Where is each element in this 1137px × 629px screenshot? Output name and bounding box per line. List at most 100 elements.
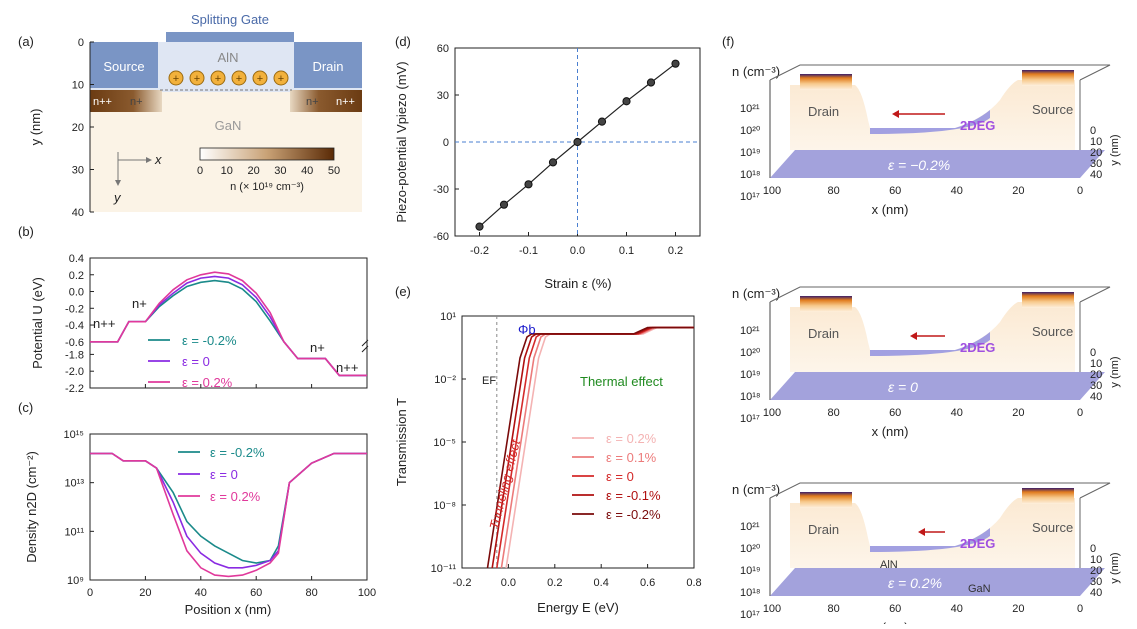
f-base-plane [770,150,1105,178]
positive-charge-sign: + [236,73,242,85]
b-ytick-label: 0.4 [69,253,84,265]
drain-contact [294,42,362,88]
b-series-line [90,271,367,377]
b-npp-left: n++ [93,316,115,331]
e-series-line [505,326,694,569]
b-ytick-label: -0.4 [65,320,84,332]
f-ztick-label: 10¹⁷ [740,413,760,425]
a-ytick-label: 10 [72,80,84,92]
d-data-point [524,180,533,189]
y-arrow-head [115,180,121,186]
f-xlabel: x (nm) [872,424,909,439]
f-xtick-label: 0 [1077,185,1083,197]
positive-charge-sign: + [194,73,200,85]
panel-e-legend: ε = 0.2% ε = 0.1% ε = 0 ε = -0.1% ε = -0.2% [572,431,661,522]
f-zlabel: n (cm⁻³) [732,482,780,497]
panel-c-xlabel: Position x (nm) [185,602,272,617]
f-ytick-label: 10 [1090,358,1102,370]
d-data-point [499,200,509,209]
drain-label: Drain [312,59,343,74]
panel-d-xlabel: Strain ε (%) [544,276,611,291]
c-xtick-label: 60 [250,587,262,599]
panel-a-tag: (a) [18,34,34,49]
panel-e-series [486,316,694,569]
d-data-point [573,137,582,147]
axis-break-mark [361,339,369,353]
panel-b: (b) 0.4 0.2 0.0 -0.2 -0.4 -0.6-1.8 -2.0 -2.2 Po… [18,224,369,395]
b-legend-label: ε = 0.2% [182,375,233,390]
f-xtick-label: 20 [1012,603,1024,615]
panel-d-series [455,48,700,236]
f-strain-label: ε = 0 [888,379,918,395]
b-series-line [90,279,367,377]
b-ytick-label: -2.0 [65,366,84,378]
b-ytick-label: -0.2 [65,303,84,315]
x-arrow-head [146,157,152,163]
e-legend-label: ε = -0.1% [606,488,661,503]
f-2deg-strip [870,332,990,356]
d-xtick-label: -0.1 [519,245,538,257]
d-xtick-label: 0.2 [668,245,683,257]
positive-charge-sign: + [257,73,263,85]
d-ytick-label: 0 [443,137,449,149]
panel-f: (f) n (cm⁻³) 10²¹ 10²⁰ 10¹⁹ 10¹⁸ 10¹⁷ Drain Sou… [722,34,1121,629]
positive-charge [168,70,184,86]
c-legend-label: ε = -0.2% [210,445,265,460]
colorbar-tick-label: 40 [301,165,313,177]
f-density-body [790,302,1075,372]
f-source-block [1022,488,1074,504]
f-drain-label: Drain [808,522,839,537]
npp-left-label: n++ [93,96,112,108]
f-xtick-label: 20 [1012,185,1024,197]
f-source-block [1022,70,1074,86]
e-ytick-label: 10⁻¹¹ [431,563,457,575]
f-ytick-label: 20 [1090,369,1102,381]
gan-label: GaN [215,118,242,133]
f-ytick-label: 30 [1090,158,1102,170]
np-right-label: n+ [306,96,319,108]
aln-label: AlN [218,50,239,65]
barrier-height-label: Φb [518,322,536,337]
e-series-line [486,326,694,569]
positive-charge-sign: + [215,73,221,85]
splitting-gate [166,32,294,42]
e-legend-label: ε = -0.2% [606,507,661,522]
f-xlabel: x (nm) [872,202,909,217]
c-xtick-label: 40 [195,587,207,599]
f-base-plane [770,568,1105,596]
f-ytick-label: 30 [1090,380,1102,392]
f-flow-arrowhead [918,528,925,536]
colorbar-tick-label: 50 [328,165,340,177]
panel-d-tag: (d) [395,34,411,49]
f-xtick-label: 80 [827,407,839,419]
colorbar-ticks: 0 10 20 30 40 50 [197,165,340,177]
panel-a: (a) Splitting Gate Source Drain AlN GaN … [18,12,362,219]
x-direction-label: x [154,152,162,167]
f-ztick-label: 10¹⁹ [740,565,761,577]
e-legend-label: ε = 0 [606,469,634,484]
panel-a-y-ticks: 0 10 20 30 40 [72,37,94,219]
e-xtick-label: -0.2 [453,577,472,589]
positive-charge [210,70,226,86]
f-ztick-label: 10¹⁹ [740,369,761,381]
f-ztick-label: 10¹⁹ [740,147,761,159]
panel-d: (d) 60 30 0 -30 -60 -0.2 -0.1 0.0 0.1 0.2 Piezo-p… [394,34,701,291]
panel-f-surfaces: n (cm⁻³) 10²¹ 10²⁰ 10¹⁹ 10¹⁸ 10¹⁷ Drain Source 2… [732,64,1121,629]
d-xtick-label: -0.2 [470,245,489,257]
positive-charge-sign: + [278,73,284,85]
c-ytick-label: 10⁹ [67,575,84,587]
positive-charge [189,70,205,86]
colorbar-tick-label: 30 [274,165,286,177]
colorbar-label: n (× 10¹⁹ cm⁻³) [230,181,304,193]
panel-d-ticks: 60 30 0 -30 -60 -0.2 -0.1 0.0 0.1 0.2 [433,43,683,257]
f-ytick-label: 0 [1090,125,1096,137]
f-ytick-label: 30 [1090,576,1102,588]
gate-label: Splitting Gate [191,12,269,27]
e-ytick-label: 10⁻⁸ [433,500,456,512]
b-npp-right: n++ [336,360,358,375]
panel-c-ylabel: Density n2D (cm⁻²) [24,451,39,563]
positive-charge [231,70,247,86]
f-ytick-label: 20 [1090,147,1102,159]
thermal-effect-label: Thermal effect [580,374,663,389]
f-ytick-label: 0 [1090,543,1096,555]
